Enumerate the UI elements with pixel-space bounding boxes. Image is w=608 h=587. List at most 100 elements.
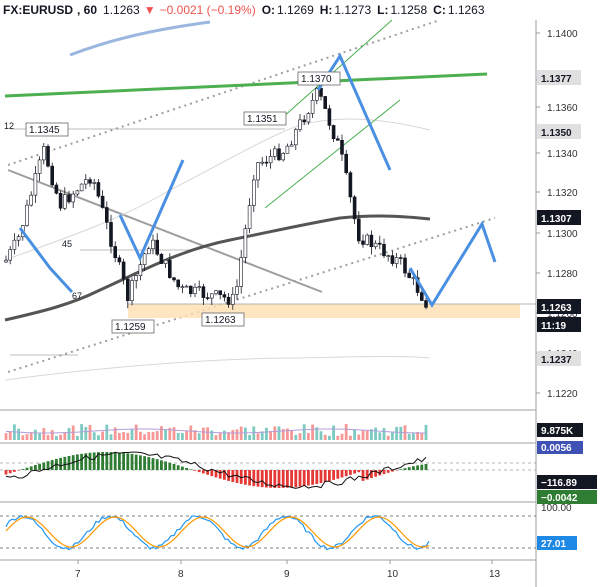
high-label-1345[interactable]: 1.1345 (29, 125, 60, 136)
candle[interactable] (243, 224, 248, 264)
candle[interactable] (4, 255, 8, 263)
candle[interactable] (37, 156, 42, 182)
candle[interactable] (20, 224, 25, 241)
candlestick-series[interactable] (4, 85, 428, 310)
high-label-1370[interactable]: 1.1370 (301, 74, 332, 85)
candle[interactable] (109, 214, 113, 254)
candle[interactable] (71, 190, 75, 209)
candle[interactable] (268, 149, 273, 169)
candle[interactable] (210, 293, 214, 306)
low-label-1259[interactable]: 1.1259 (115, 322, 146, 333)
high-label-1351[interactable]: 1.1351 (247, 114, 278, 125)
candle[interactable] (398, 254, 403, 265)
candle[interactable] (352, 195, 357, 224)
candle[interactable] (264, 155, 269, 167)
candle[interactable] (159, 252, 164, 264)
candle[interactable] (415, 270, 420, 297)
candle[interactable] (130, 277, 134, 306)
candle[interactable] (33, 165, 38, 203)
projection-line[interactable] (408, 220, 497, 308)
trend-line-green[interactable] (4, 72, 488, 98)
candle[interactable] (138, 257, 143, 281)
projection-line[interactable] (18, 227, 74, 294)
candle[interactable] (252, 174, 256, 213)
candle[interactable] (147, 246, 151, 255)
candle[interactable] (193, 283, 197, 298)
candle[interactable] (247, 198, 252, 233)
candle[interactable] (411, 274, 416, 286)
candle[interactable] (302, 115, 307, 126)
candle[interactable] (382, 238, 386, 258)
candle[interactable] (394, 253, 399, 269)
projection-line[interactable] (316, 52, 392, 171)
candle[interactable] (344, 149, 349, 175)
candle[interactable] (46, 144, 50, 168)
candle[interactable] (75, 189, 80, 196)
candle[interactable] (92, 178, 96, 190)
candle[interactable] (293, 127, 298, 151)
candle[interactable] (340, 134, 344, 162)
parallel-line-green[interactable] (281, 19, 393, 119)
candle[interactable] (176, 279, 180, 290)
candle[interactable] (50, 162, 55, 187)
candle[interactable] (29, 191, 34, 207)
candle[interactable] (369, 230, 374, 255)
candle[interactable] (403, 253, 407, 278)
candle[interactable] (163, 259, 168, 268)
candle[interactable] (310, 93, 315, 119)
candle[interactable] (373, 240, 378, 250)
candle[interactable] (386, 254, 391, 262)
candle[interactable] (105, 201, 109, 230)
candle[interactable] (289, 140, 294, 147)
candle[interactable] (12, 233, 17, 255)
candle[interactable] (134, 274, 138, 289)
candle[interactable] (407, 269, 412, 279)
candle[interactable] (8, 246, 12, 265)
candle[interactable] (335, 135, 340, 141)
candle[interactable] (189, 285, 193, 297)
candle[interactable] (96, 178, 101, 199)
candle[interactable] (205, 292, 210, 301)
time-axis[interactable]: 7 8 9 10 13 (75, 560, 501, 580)
candle[interactable] (348, 170, 353, 203)
candle[interactable] (323, 96, 328, 110)
candle[interactable] (231, 287, 235, 310)
candle[interactable] (113, 241, 117, 263)
candle[interactable] (235, 279, 239, 300)
channel-lower-line[interactable] (7, 217, 496, 373)
candle[interactable] (201, 283, 206, 306)
candle[interactable] (197, 280, 201, 291)
candle[interactable] (390, 250, 395, 267)
candle[interactable] (172, 277, 176, 283)
candle[interactable] (298, 113, 302, 132)
candle[interactable] (151, 234, 155, 255)
channel-upper-line[interactable] (7, 19, 441, 166)
candle[interactable] (331, 124, 336, 142)
parallel-line-green[interactable] (264, 99, 401, 209)
candle[interactable] (314, 86, 319, 105)
candle[interactable] (180, 284, 185, 294)
support-zone[interactable] (128, 304, 520, 318)
candle[interactable] (356, 211, 361, 244)
candle[interactable] (184, 284, 189, 288)
candle[interactable] (256, 162, 260, 188)
candle[interactable] (419, 289, 424, 302)
candle[interactable] (277, 143, 281, 162)
candle[interactable] (424, 297, 428, 310)
trend-line-gray[interactable] (7, 169, 323, 293)
candle[interactable] (155, 233, 159, 257)
candle[interactable] (218, 290, 222, 300)
candle[interactable] (54, 182, 59, 195)
interval-label[interactable]: , 60 (77, 3, 98, 17)
candle[interactable] (222, 291, 227, 302)
candle[interactable] (260, 156, 265, 166)
candle[interactable] (377, 235, 382, 250)
candle[interactable] (365, 233, 370, 246)
candle[interactable] (100, 190, 105, 209)
candle[interactable] (67, 190, 71, 204)
candle[interactable] (285, 143, 290, 154)
candle[interactable] (84, 174, 88, 190)
low-label-1263[interactable]: 1.1263 (205, 315, 236, 326)
candle[interactable] (88, 176, 92, 187)
